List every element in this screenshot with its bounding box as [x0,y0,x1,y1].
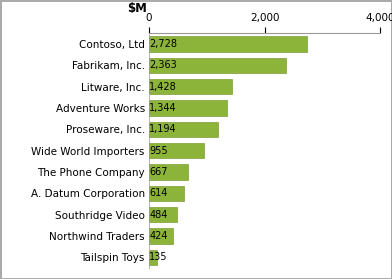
Bar [149,164,187,180]
Text: $M: $M [127,2,147,15]
Text: 1,194: 1,194 [149,124,177,134]
Bar [149,122,218,137]
Text: 1,428: 1,428 [149,82,177,92]
Bar [149,37,307,52]
Text: 484: 484 [149,210,168,220]
Bar [149,58,286,73]
Text: 955: 955 [149,146,168,156]
Bar [149,100,227,116]
Bar [149,143,204,158]
Bar [149,249,157,265]
Bar [149,228,174,244]
Text: 2,728: 2,728 [149,39,177,49]
Text: 614: 614 [149,188,168,198]
Text: 667: 667 [149,167,168,177]
Text: 1,344: 1,344 [149,103,177,113]
Text: 2,363: 2,363 [149,61,177,70]
Text: 424: 424 [149,231,168,241]
Bar [149,186,185,201]
Bar [149,207,177,222]
Text: 135: 135 [149,252,168,262]
Bar [149,79,232,94]
